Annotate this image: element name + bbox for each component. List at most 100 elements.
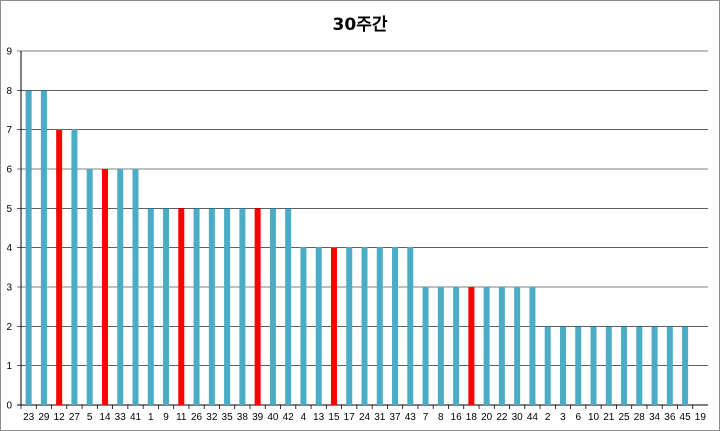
x-tick-label: 4 bbox=[301, 412, 307, 423]
bar-25 bbox=[621, 326, 628, 405]
x-tick-label: 6 bbox=[575, 412, 581, 423]
y-tick-label: 6 bbox=[6, 165, 12, 176]
bar-43 bbox=[407, 247, 414, 405]
bar-39 bbox=[254, 208, 261, 405]
x-tick-label: 20 bbox=[481, 412, 493, 423]
x-tick-label: 45 bbox=[680, 412, 692, 423]
bar-22 bbox=[498, 287, 505, 405]
x-tick-label: 7 bbox=[423, 412, 429, 423]
x-tick-label: 44 bbox=[527, 412, 539, 423]
bar-41 bbox=[132, 169, 139, 405]
bar-44 bbox=[529, 287, 536, 405]
chart-title: 30주간 bbox=[332, 15, 388, 35]
bar-10 bbox=[590, 326, 597, 405]
x-tick-label: 13 bbox=[313, 412, 325, 423]
bar-12 bbox=[56, 129, 63, 405]
x-tick-label: 27 bbox=[69, 412, 81, 423]
bar-27 bbox=[71, 129, 78, 405]
x-tick-label: 19 bbox=[695, 412, 707, 423]
x-tick-label: 36 bbox=[664, 412, 676, 423]
x-tick-label: 16 bbox=[451, 412, 463, 423]
x-tick-label: 2 bbox=[545, 412, 551, 423]
bar-24 bbox=[361, 247, 368, 405]
y-tick-label: 8 bbox=[6, 86, 12, 97]
x-tick-label: 3 bbox=[560, 412, 566, 423]
bar-31 bbox=[376, 247, 383, 405]
bar-34 bbox=[651, 326, 658, 405]
bar-32 bbox=[208, 208, 215, 405]
bar-5 bbox=[86, 169, 93, 405]
x-tick-label: 23 bbox=[23, 412, 35, 423]
bar-35 bbox=[224, 208, 231, 405]
bar-40 bbox=[269, 208, 276, 405]
x-tick-label: 40 bbox=[267, 412, 279, 423]
bar-series bbox=[25, 90, 689, 405]
bar-16 bbox=[453, 287, 460, 405]
x-tick-label: 32 bbox=[206, 412, 218, 423]
x-tick-label: 39 bbox=[252, 412, 264, 423]
y-tick-label: 7 bbox=[6, 125, 12, 136]
x-tick-label: 24 bbox=[359, 412, 371, 423]
x-tick-label: 41 bbox=[130, 412, 142, 423]
x-tick-label: 9 bbox=[163, 412, 169, 423]
x-tick-label: 14 bbox=[99, 412, 111, 423]
x-tick-label: 11 bbox=[176, 412, 187, 423]
x-tick-label: 31 bbox=[374, 412, 386, 423]
x-tick-label: 15 bbox=[328, 412, 340, 423]
x-tick-label: 26 bbox=[191, 412, 203, 423]
x-tick-label: 25 bbox=[618, 412, 630, 423]
bar-6 bbox=[575, 326, 582, 405]
y-tick-label: 1 bbox=[6, 361, 12, 372]
bar-29 bbox=[40, 90, 47, 405]
bar-18 bbox=[468, 287, 475, 405]
bar-9 bbox=[163, 208, 170, 405]
x-tick-label: 12 bbox=[54, 412, 66, 423]
bar-21 bbox=[605, 326, 612, 405]
x-tick-label: 10 bbox=[588, 412, 600, 423]
x-tick-label: 1 bbox=[148, 412, 154, 423]
bar-11 bbox=[178, 208, 185, 405]
x-tick-label: 30 bbox=[512, 412, 524, 423]
x-tick-label: 38 bbox=[237, 412, 249, 423]
bar-15 bbox=[330, 247, 337, 405]
bar-7 bbox=[422, 287, 429, 405]
x-tick-label: 18 bbox=[466, 412, 478, 423]
bar-1 bbox=[147, 208, 154, 405]
bar-2 bbox=[544, 326, 551, 405]
x-tick-label: 21 bbox=[603, 412, 615, 423]
grid-layer bbox=[17, 50, 708, 406]
x-tick-label: 35 bbox=[222, 412, 234, 423]
x-tick-label: 17 bbox=[344, 412, 356, 423]
x-tick-label: 34 bbox=[649, 412, 661, 423]
bar-26 bbox=[193, 208, 200, 405]
x-tick-label: 33 bbox=[115, 412, 127, 423]
bar-20 bbox=[483, 287, 490, 405]
bar-13 bbox=[315, 247, 322, 405]
x-tick-label: 8 bbox=[438, 412, 444, 423]
y-tick-label: 0 bbox=[6, 401, 12, 412]
bar-33 bbox=[117, 169, 124, 405]
bar-45 bbox=[682, 326, 689, 405]
x-tick-label: 42 bbox=[283, 412, 295, 423]
x-tick-label: 29 bbox=[38, 412, 50, 423]
y-axis: 0 1 2 3 4 5 6 7 8 9 bbox=[6, 47, 12, 412]
bar-23 bbox=[25, 90, 32, 405]
bar-30 bbox=[514, 287, 521, 405]
y-tick-label: 9 bbox=[6, 47, 12, 58]
bar-37 bbox=[392, 247, 399, 405]
x-tick-label: 28 bbox=[634, 412, 646, 423]
bar-8 bbox=[437, 287, 444, 405]
bar-38 bbox=[239, 208, 246, 405]
y-tick-label: 3 bbox=[6, 283, 12, 294]
bar-36 bbox=[666, 326, 673, 405]
y-tick-label: 5 bbox=[6, 204, 12, 215]
x-tick-label: 37 bbox=[389, 412, 401, 423]
x-axis: 23 29 12 27 5 14 33 41 1 9 11 26 32 35 38 39 40 42 4 13 15 17… bbox=[20, 405, 707, 423]
x-tick-label: 22 bbox=[496, 412, 508, 423]
x-tick-label: 5 bbox=[87, 412, 93, 423]
y-tick-label: 4 bbox=[6, 243, 12, 254]
x-tick-label: 43 bbox=[405, 412, 417, 423]
y-tick-label: 2 bbox=[6, 322, 12, 333]
bar-3 bbox=[559, 326, 566, 405]
